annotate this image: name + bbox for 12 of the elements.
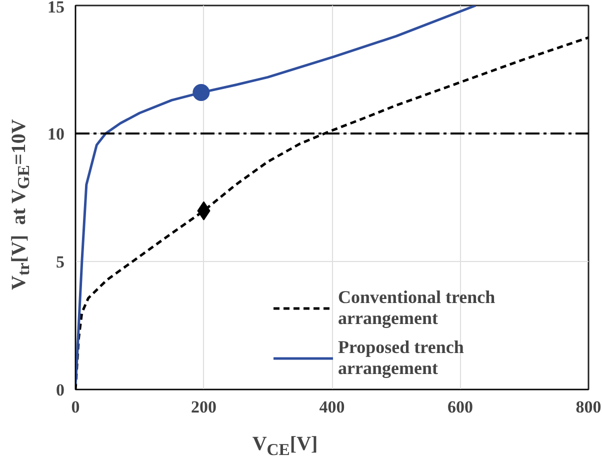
x-tick-label: 800 xyxy=(576,398,602,416)
x-tick-label: 200 xyxy=(191,398,216,416)
legend-label: Conventional trench arrangement xyxy=(338,287,496,329)
x-tick-label: 600 xyxy=(448,398,473,416)
y-tick-label: 5 xyxy=(56,252,64,272)
legend-label: Proposed trench arrangement xyxy=(338,337,465,379)
x-tick-label: 0 xyxy=(71,398,80,416)
x-tick-label: 400 xyxy=(319,398,345,416)
y-tick-label: 15 xyxy=(48,0,64,16)
y-tick-label: 0 xyxy=(56,380,64,400)
y-tick-label: 10 xyxy=(48,124,64,144)
x-axis-title: V$_{CE}$[V] xyxy=(251,432,319,461)
